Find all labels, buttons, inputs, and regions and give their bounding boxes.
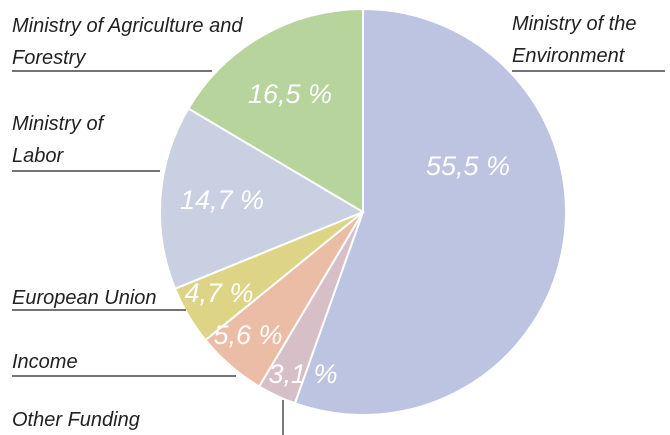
pie-slice — [293, 7, 567, 416]
slice-name: Other Funding — [12, 409, 140, 431]
value-label: 55,5 % — [426, 151, 510, 181]
value-label: 5,6 % — [213, 320, 282, 350]
value-label: 14,7 % — [180, 185, 264, 215]
value-label: 16,5 % — [248, 79, 332, 109]
value-label: 3,1 % — [268, 359, 337, 389]
value-label: 4,7 % — [184, 278, 253, 308]
pie-slice — [187, 7, 364, 214]
slice-name: Ministry of Agriculture and Forestry — [12, 15, 243, 69]
slice-name: Ministry of Labor — [12, 113, 104, 167]
slice-name: European Union — [12, 287, 157, 309]
pie-slice — [159, 107, 366, 291]
slice-name: Income — [12, 351, 78, 373]
slices: 55,5 % 3,1 % 5,6 % 4,7 % 14,7 % 16,5 % — [159, 7, 567, 416]
slice-name: Ministry of the Environment — [512, 13, 637, 67]
